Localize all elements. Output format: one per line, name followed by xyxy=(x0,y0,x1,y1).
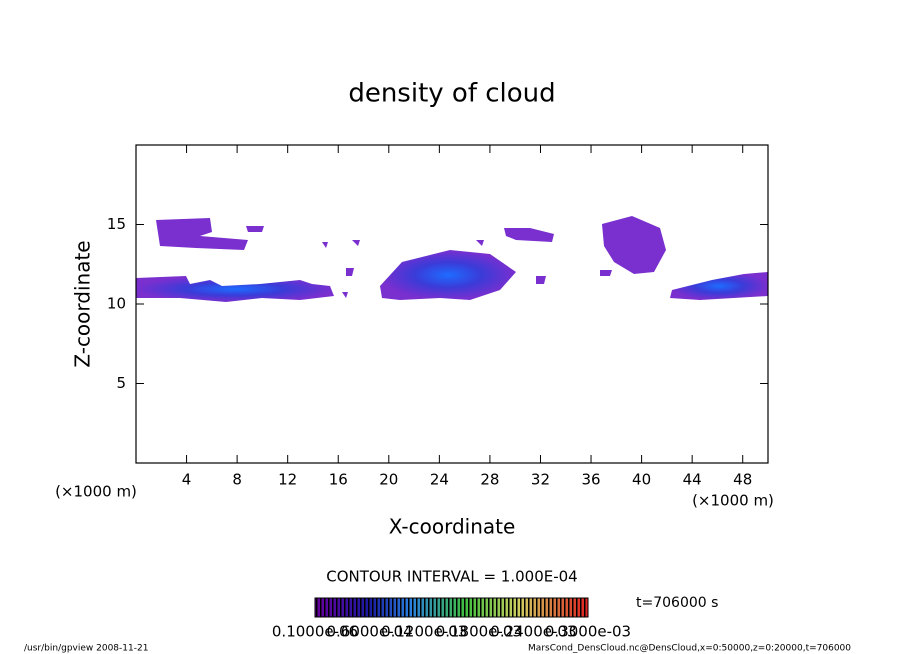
x-tick-label: 20 xyxy=(379,471,398,489)
y-tick-label: 10 xyxy=(107,295,126,313)
plot-frame xyxy=(135,144,769,464)
x-tick-label: 16 xyxy=(329,471,348,489)
y-tick-label: 15 xyxy=(107,215,126,233)
y-axis-label: Z-coordinate xyxy=(71,240,95,367)
x-tick-label: 4 xyxy=(182,471,192,489)
colorbar-label: 0.1200e-03 xyxy=(381,623,467,641)
cloud-shapes xyxy=(136,216,768,302)
y-unit: (×1000 m) xyxy=(55,483,137,501)
x-unit: (×1000 m) xyxy=(692,492,774,510)
y-tick-label: 5 xyxy=(116,374,126,392)
colorbar-frame xyxy=(314,597,589,618)
x-tick-label: 24 xyxy=(430,471,449,489)
colorbar-label: 0.2400e-03 xyxy=(490,623,576,641)
colorbar-label: 0.1000e-06 xyxy=(272,623,358,641)
x-tick-label: 48 xyxy=(733,471,752,489)
x-axis-label: X-coordinate xyxy=(389,515,516,539)
colorbar-label: 0.3000e-03 xyxy=(545,623,631,641)
x-tick-label: 36 xyxy=(581,471,600,489)
x-tick-label: 28 xyxy=(480,471,499,489)
colorbar-label: 0.6000e-04 xyxy=(326,623,412,641)
time-label: t=706000 s xyxy=(636,595,718,611)
x-tick-label: 8 xyxy=(232,471,242,489)
x-tick-label: 40 xyxy=(632,471,651,489)
x-tick-label: 12 xyxy=(278,471,297,489)
footer-right: MarsCond_DensCloud.nc@DensCloud,x=0:5000… xyxy=(528,644,851,654)
x-tick-label: 32 xyxy=(531,471,550,489)
chart-title: density of cloud xyxy=(348,79,555,109)
x-tick-label: 44 xyxy=(683,471,702,489)
contour-interval: CONTOUR INTERVAL = 1.000E-04 xyxy=(326,568,577,586)
colorbar-label: 0.1800e-03 xyxy=(436,623,522,641)
footer-left: /usr/bin/gpview 2008-11-21 xyxy=(24,644,148,654)
